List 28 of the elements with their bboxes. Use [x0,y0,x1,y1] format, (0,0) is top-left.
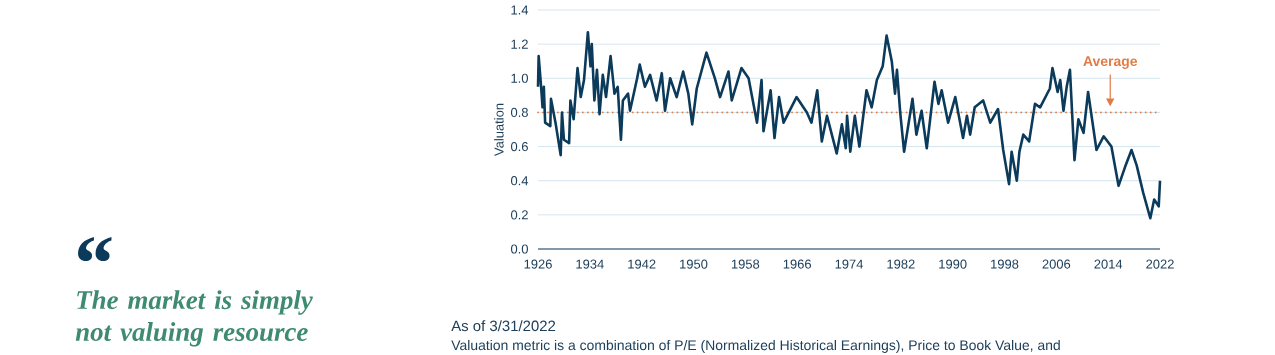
y-tick-label: 0.8 [510,107,528,118]
text: “ [78,237,112,262]
y-tick-label: 0.4 [510,176,529,186]
ref-line-label: Average [1083,56,1138,69]
x-tick-label: 2006 [1042,259,1071,269]
y-tick-label: 0.6 [510,141,528,152]
y-tick-label: 1.2 [511,39,528,49]
text: As of 3/31/2022 [451,320,556,332]
x-tick-label: 1958 [731,259,760,269]
x-tick-label: 2022 [1146,259,1174,269]
x-tick-label: 1942 [628,259,656,269]
x-tick-label: 1990 [939,259,967,269]
y-tick-label: 1.0 [511,73,528,83]
x-tick-label: 2014 [1094,259,1123,269]
x-tick-label: 1926 [524,259,552,269]
x-tick-label: 1934 [576,259,604,269]
text: The market is simply not valuing resource [75,290,313,347]
y-tick-label: 0.2 [510,210,528,220]
text: Valuation metric is a combination of P/E (Normalized Historical Earnings), Price to Book Value, and [451,339,1060,353]
y-tick-label: 1.4 [511,5,529,15]
x-tick-label: 1998 [991,259,1019,269]
x-tick-label: 1974 [835,259,864,269]
y-tick-label: 0.0 [510,244,528,254]
line-series [536,30,1162,220]
x-tick-label: 1966 [783,259,812,269]
x-tick-label: 1982 [887,259,915,269]
x-tick-label: 1950 [680,259,708,269]
y-axis-title: Valuation [494,103,504,156]
